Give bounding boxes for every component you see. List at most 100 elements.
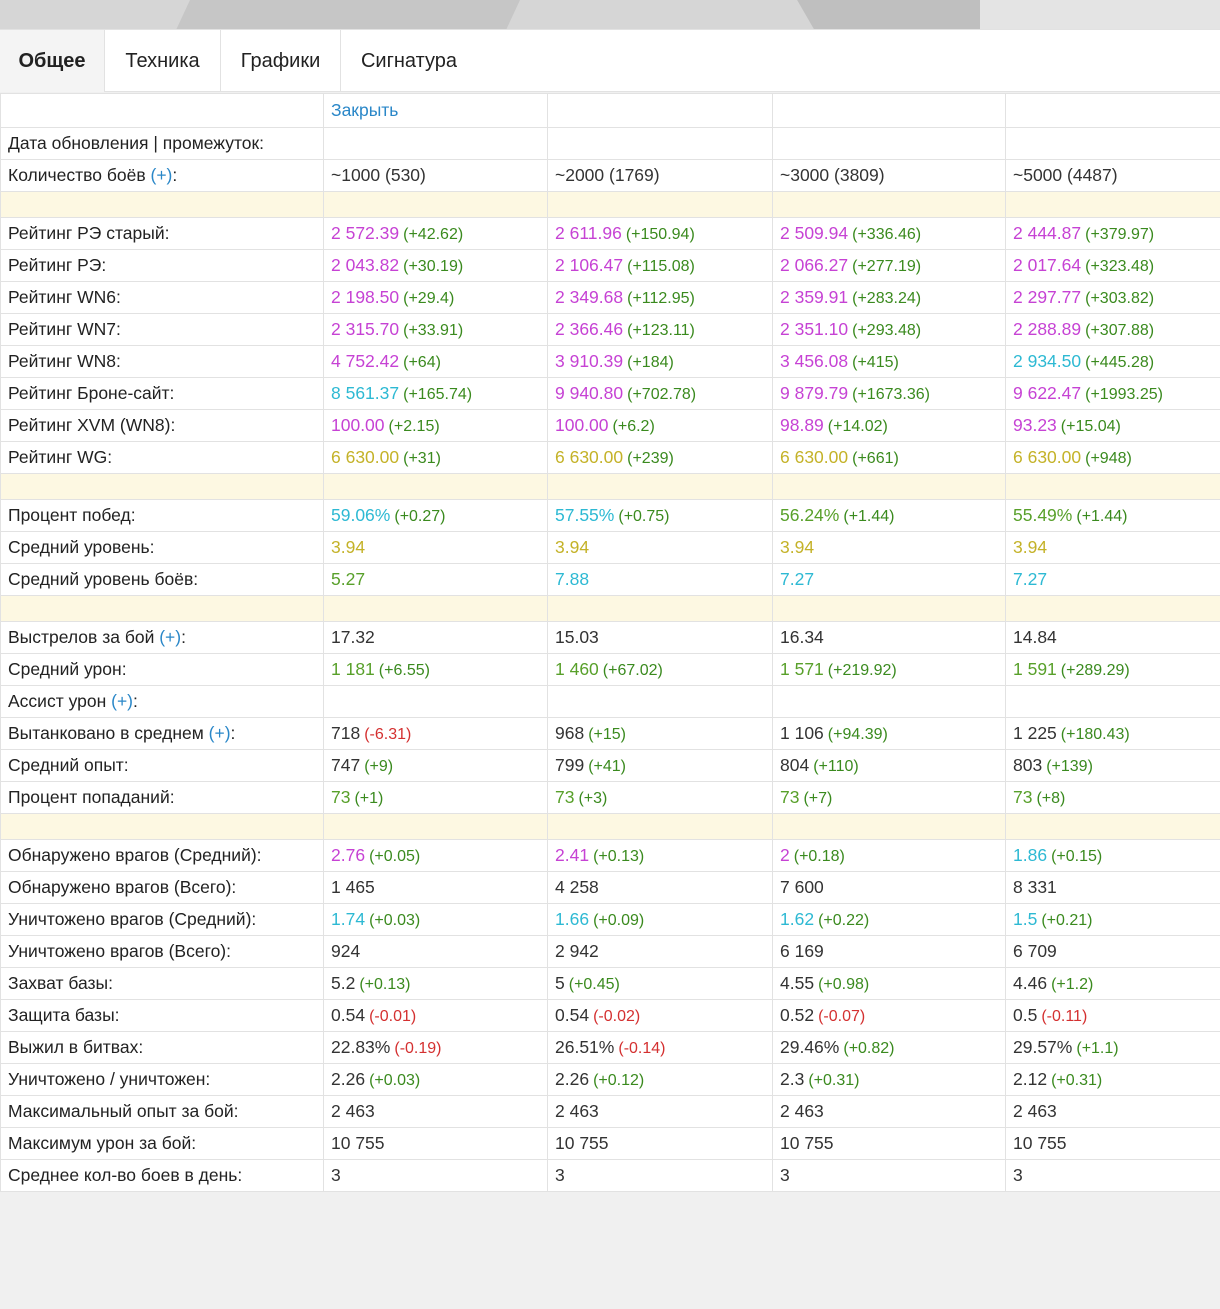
row-label: Рейтинг РЭ: (0, 249, 324, 282)
stat-delta: (+31) (403, 450, 441, 467)
stat-value: 1.62 (780, 909, 815, 929)
stat-value: 2 288.89 (1013, 319, 1082, 339)
stat-value: 2 359.91 (780, 287, 849, 307)
value-cell: 5.2 (+0.13) (323, 967, 548, 1000)
value-cell: 2 572.39 (+42.62) (323, 217, 548, 250)
stat-value: 3.94 (331, 537, 366, 557)
value-cell (772, 685, 1006, 718)
expand-link[interactable]: (+) (208, 723, 231, 743)
stat-value: 4.55 (780, 973, 815, 993)
table-row: Средний опыт: 747 (+9) 799 (+41) 804 (+110) 803… (0, 749, 1220, 782)
section-separator (0, 595, 1220, 622)
header-banner (0, 0, 1220, 29)
stat-value: 0.54 (555, 1005, 590, 1025)
stat-delta: (+3) (578, 790, 608, 807)
table-row: Рейтинг WN7: 2 315.70 (+33.91) 2 366.46 (+12… (0, 313, 1220, 346)
stat-delta: (+0.82) (843, 1040, 895, 1057)
stat-value: 2 934.50 (1013, 351, 1082, 371)
value-cell: 6 630.00 (+948) (1005, 441, 1220, 474)
row-label-text: Максимальный опыт за бой: (8, 1101, 239, 1121)
stat-delta: (+41) (588, 758, 626, 775)
expand-link[interactable]: (+) (159, 627, 182, 647)
value-cell: 3 (323, 1159, 548, 1192)
row-label: Количество боёв (+): (0, 159, 324, 192)
value-cell: 2 066.27 (+277.19) (772, 249, 1006, 282)
value-cell: 2 351.10 (+293.48) (772, 313, 1006, 346)
value-cell: 2 315.70 (+33.91) (323, 313, 548, 346)
expand-link[interactable]: (+) (111, 691, 133, 711)
stat-value: 4 752.42 (331, 351, 400, 371)
tab-vehicles[interactable]: Техника (105, 30, 221, 92)
value-cell: 2 942 (547, 935, 773, 968)
value-cell: 56.24% (+1.44) (772, 499, 1006, 532)
row-label-text: Ассист урон (8, 691, 112, 711)
stat-delta: (+6.55) (378, 662, 430, 679)
expand-link[interactable]: (+) (150, 165, 173, 185)
stat-value: 16.34 (780, 627, 824, 647)
row-label-text: Выстрелов за бой (8, 627, 160, 647)
stat-value: ~1000 (530) (331, 165, 426, 185)
stat-value: ~2000 (1769) (555, 165, 660, 185)
stat-value: 6 709 (1013, 941, 1057, 961)
stat-delta: (+1673.36) (852, 386, 930, 403)
stat-value: 55.49% (1013, 505, 1073, 525)
stat-value: 10 755 (780, 1133, 834, 1153)
value-cell: 4 752.42 (+64) (323, 345, 548, 378)
stat-value: 4.46 (1013, 973, 1048, 993)
close-link[interactable]: Закрыть (331, 100, 399, 120)
stat-value: 1.74 (331, 909, 366, 929)
stat-value: 98.89 (780, 415, 824, 435)
stat-delta: (+0.31) (1051, 1072, 1103, 1089)
value-cell: 3.94 (1005, 531, 1220, 564)
separator-cell (323, 813, 548, 840)
row-label-text: Захват базы: (8, 973, 113, 993)
tab-graphs[interactable]: Графики (221, 30, 341, 92)
value-cell: 7 600 (772, 871, 1006, 904)
section-separator (0, 191, 1220, 218)
row-label-text: Рейтинг РЭ: (8, 255, 107, 275)
value-cell: 3 456.08 (+415) (772, 345, 1006, 378)
stat-value: 1.86 (1013, 845, 1048, 865)
stat-value: 3 (331, 1165, 341, 1185)
stat-value: 803 (1013, 755, 1043, 775)
row-label: Рейтинг РЭ старый: (0, 217, 324, 250)
row-label: Среднее кол-во боев в день: (0, 1159, 324, 1192)
stat-delta: (+14.02) (827, 418, 888, 435)
value-cell: 22.83% (-0.19) (323, 1031, 548, 1064)
tab-signature[interactable]: Сигнатура (360, 50, 458, 72)
separator-cell (323, 191, 548, 218)
value-cell: 1 181 (+6.55) (323, 653, 548, 686)
stat-delta: (+33.91) (403, 322, 464, 339)
tab-general[interactable]: Общее (0, 30, 105, 92)
value-cell: 26.51% (-0.14) (547, 1031, 773, 1064)
value-cell: 0.52 (-0.07) (772, 999, 1006, 1032)
stat-value: 2 611.96 (555, 223, 622, 243)
stat-delta: (+139) (1046, 758, 1093, 775)
stat-value: 7.27 (1013, 569, 1048, 589)
stat-delta: (+1) (354, 790, 384, 807)
table-row: Рейтинг XVM (WN8): 100.00 (+2.15) 100.00 (+6… (0, 409, 1220, 442)
table-row: Уничтожено врагов (Средний): 1.74 (+0.03) 1… (0, 903, 1220, 936)
stat-value: 73 (1013, 787, 1033, 807)
value-cell: 10 755 (547, 1127, 773, 1160)
row-label: Рейтинг WN8: (0, 345, 324, 378)
stat-delta: (-0.11) (1041, 1008, 1088, 1025)
value-cell: 3 (1005, 1159, 1220, 1192)
value-cell: 0.54 (-0.02) (547, 999, 773, 1032)
stat-delta: (+0.18) (793, 848, 845, 865)
stat-value: 59.06% (331, 505, 391, 525)
value-cell: 6 709 (1005, 935, 1220, 968)
stat-delta: (+110) (813, 758, 859, 775)
stat-value: 3.94 (555, 537, 590, 557)
stat-value: 10 755 (555, 1133, 609, 1153)
stat-delta: (+0.13) (359, 976, 411, 993)
value-cell: 4 258 (547, 871, 773, 904)
stat-value: 8 331 (1013, 877, 1057, 897)
value-cell: 2 198.50 (+29.4) (323, 281, 548, 314)
value-cell: 968 (+15) (547, 717, 773, 750)
row-label: Уничтожено / уничтожен: (0, 1063, 324, 1096)
stat-delta: (+277.19) (852, 258, 922, 275)
stat-value: 968 (555, 723, 585, 743)
value-cell: 4.46 (+1.2) (1005, 967, 1220, 1000)
stat-delta: (+94.39) (827, 726, 888, 743)
